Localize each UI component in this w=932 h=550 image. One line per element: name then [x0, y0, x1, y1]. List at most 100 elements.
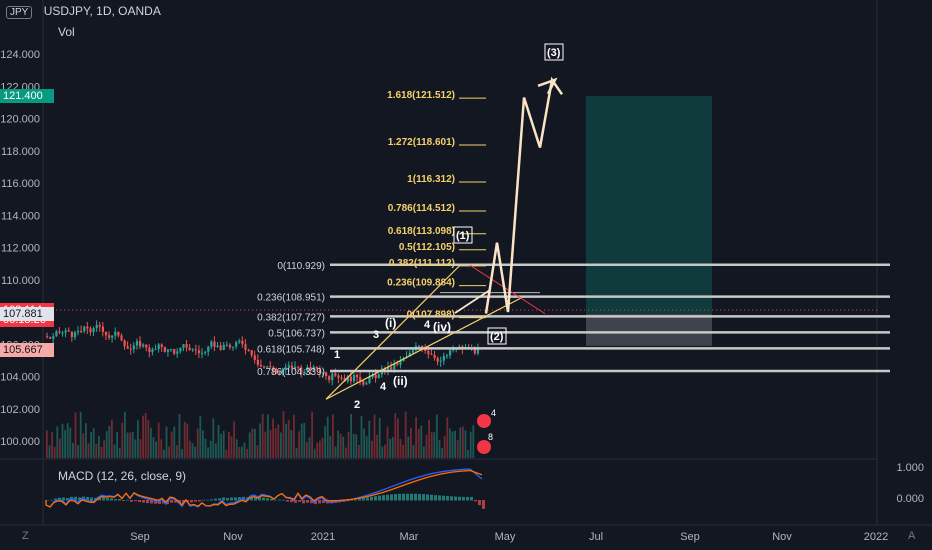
candle-body: [321, 372, 325, 374]
macd-histogram-bar: [306, 500, 309, 503]
volume-bar: [376, 434, 378, 458]
volume-bar: [339, 433, 342, 458]
candle-body: [49, 337, 52, 339]
candle-body: [120, 335, 123, 341]
price-axis-tick: 100.000: [0, 436, 40, 448]
volume-bar: [215, 443, 217, 458]
candle-body: [284, 367, 287, 370]
volume-bar: [438, 440, 441, 458]
macd-histogram-bar: [126, 499, 129, 501]
candle-body: [253, 355, 256, 360]
volume-bar: [194, 446, 196, 458]
fib-extension-label: 0.382(111.112): [389, 258, 455, 269]
macd-histogram-bar: [350, 500, 353, 501]
volume-bar: [209, 440, 212, 458]
time-axis-tick: Nov: [772, 531, 792, 543]
macd-histogram-bar: [74, 496, 77, 501]
macd-histogram-bar: [242, 496, 245, 501]
volume-bar: [121, 422, 124, 458]
volume-bar: [207, 447, 209, 458]
candle-body: [352, 374, 356, 382]
candle-body: [365, 383, 368, 385]
candle-body: [300, 367, 303, 374]
macd-histogram-bar: [226, 497, 229, 501]
macd-histogram-bar: [274, 499, 277, 501]
candle-body: [371, 374, 374, 378]
candle-body: [238, 340, 241, 343]
volume-bar: [59, 438, 61, 458]
volume-bar: [280, 432, 282, 458]
auto-scale-icon[interactable]: A: [908, 530, 916, 542]
candle-body: [387, 367, 390, 372]
candle-body: [73, 332, 77, 338]
chart-title[interactable]: USDJPY, 1D, OANDA: [43, 4, 161, 18]
volume-bar: [417, 428, 420, 458]
candle-body: [148, 347, 151, 353]
volume-bar: [183, 421, 186, 458]
volume-bar: [261, 413, 264, 458]
macd-histogram-bar: [102, 497, 105, 501]
volume-bar: [100, 446, 103, 458]
candle-body: [219, 345, 222, 350]
symbol-badge[interactable]: JPY: [6, 6, 33, 19]
volume-bar: [430, 432, 433, 458]
volume-bar: [290, 429, 293, 458]
candle-body: [61, 332, 64, 334]
macd-label[interactable]: MACD (12, 26, close, 9): [58, 469, 187, 483]
macd-histogram-bar: [378, 495, 381, 501]
volume-bar: [407, 436, 410, 458]
candle-body: [337, 375, 340, 378]
price-axis-tick: 118.000: [1, 146, 40, 158]
candle-body: [396, 363, 399, 365]
candle-body: [114, 331, 117, 336]
volume-bar: [410, 427, 412, 458]
fib-extension-label: 1.272(118.601): [388, 137, 455, 148]
candle-body: [101, 326, 104, 332]
candle-body: [67, 330, 70, 332]
volume-bar: [142, 415, 144, 458]
macd-histogram-bar: [150, 500, 153, 504]
macd-histogram-bar: [442, 495, 445, 501]
volume-bar: [402, 444, 404, 458]
volume-bar: [220, 433, 222, 458]
volume-bar: [72, 442, 74, 458]
macd-histogram-bar: [114, 499, 117, 501]
candle-body: [346, 376, 349, 382]
volume-label[interactable]: Vol: [58, 25, 75, 39]
volume-bar: [316, 442, 319, 458]
macd-histogram-bar: [438, 495, 441, 501]
candle-body: [151, 349, 154, 353]
time-axis-tick: Mar: [400, 531, 419, 543]
volume-bar: [251, 428, 254, 458]
volume-bar: [347, 431, 350, 458]
candle-body: [117, 331, 120, 336]
candle-body: [135, 341, 139, 346]
macd-axis-tick: 1.000: [896, 462, 924, 474]
candle-body: [163, 346, 166, 352]
trend-line-red: [469, 264, 546, 315]
volume-bar: [53, 446, 56, 458]
volume-bar: [108, 425, 111, 458]
candle-body: [433, 354, 436, 358]
volume-bar: [85, 423, 87, 458]
timezone-icon[interactable]: Z: [22, 530, 29, 542]
candle-body: [129, 348, 132, 350]
volume-bar: [298, 431, 300, 458]
macd-histogram-bar: [178, 500, 181, 503]
volume-bar: [152, 437, 155, 458]
macd-histogram-bar: [190, 500, 193, 503]
candle-body: [154, 349, 157, 351]
fib-retracement-label: 0.382(107.727): [257, 312, 325, 323]
macd-histogram-bar: [386, 494, 389, 501]
macd-histogram-bar: [258, 497, 261, 501]
candle-body: [142, 344, 145, 347]
volume-bar: [373, 414, 376, 458]
candle-body: [424, 348, 427, 351]
volume-bar: [269, 430, 272, 458]
volume-bar: [433, 432, 436, 458]
volume-bar: [74, 412, 77, 458]
macd-histogram-bar: [290, 500, 293, 503]
macd-histogram-bar: [446, 496, 449, 501]
candle-body: [64, 330, 67, 333]
